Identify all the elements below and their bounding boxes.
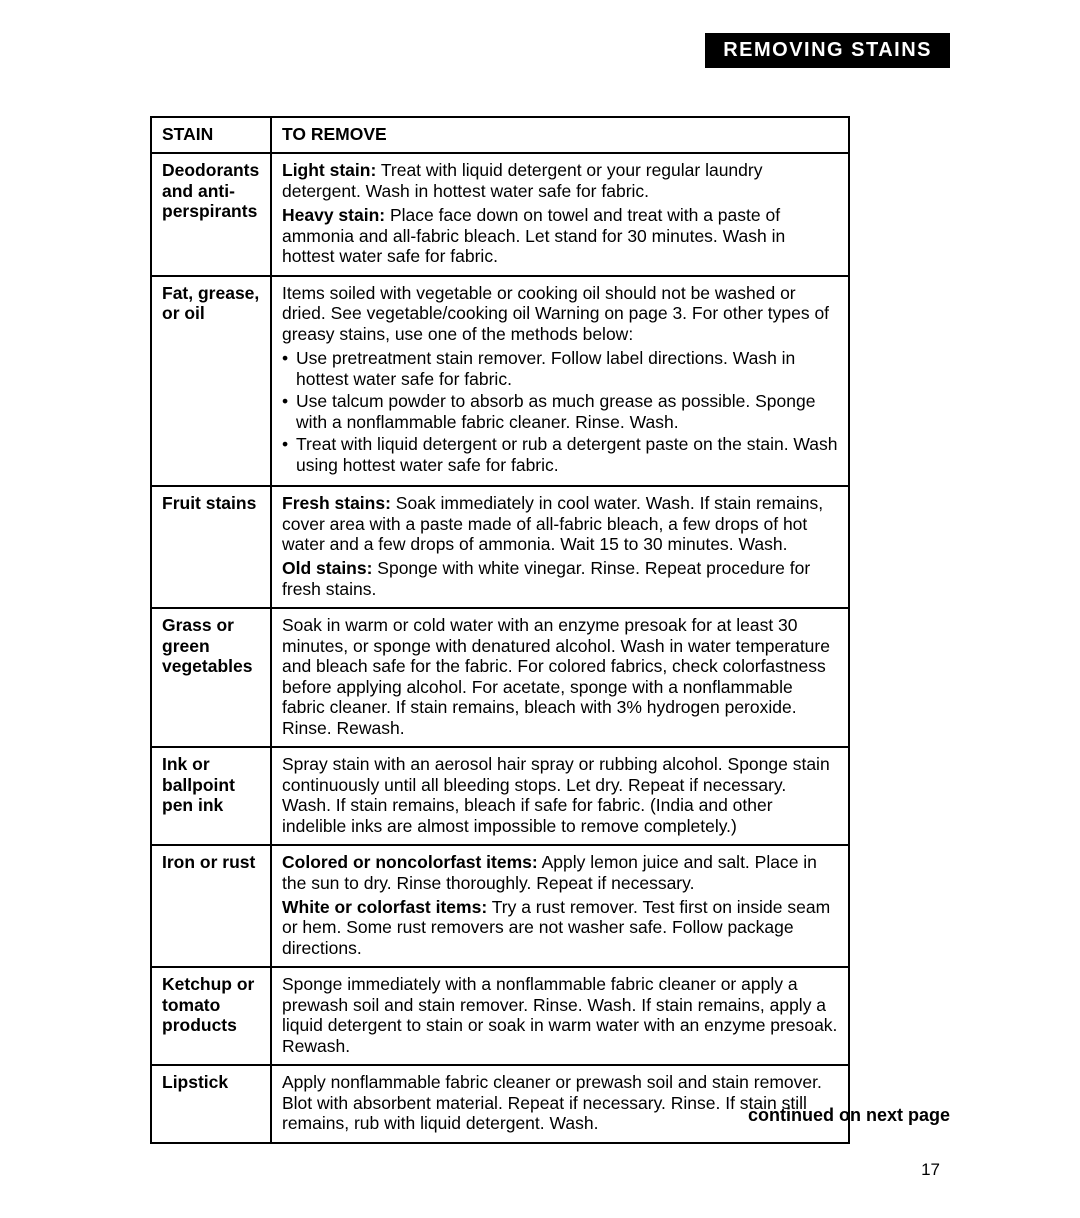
lead-label: White or colorfast items:: [282, 897, 487, 917]
instruction-para: Sponge immediately with a nonflammable f…: [282, 974, 838, 1056]
stain-cell: Ketchup or tomato products: [151, 967, 271, 1065]
remove-cell: Light stain: Treat with liquid detergent…: [271, 153, 849, 275]
table-row: Fat, grease, or oilItems soiled with veg…: [151, 276, 849, 486]
remove-cell: Spray stain with an aerosol hair spray o…: [271, 747, 849, 845]
bullet-item: Treat with liquid detergent or rub a det…: [282, 434, 838, 475]
table-row: LipstickApply nonflammable fabric cleane…: [151, 1065, 849, 1142]
instruction-text: Apply nonflammable fabric cleaner or pre…: [282, 1072, 822, 1133]
instruction-text: Sponge immediately with a nonflammable f…: [282, 974, 837, 1055]
instruction-para: Colored or noncolorfast items: Apply lem…: [282, 852, 838, 893]
lead-label: Old stains:: [282, 558, 372, 578]
table-row: Grass or green vegetablesSoak in warm or…: [151, 608, 849, 747]
lead-label: Heavy stain:: [282, 205, 385, 225]
stain-cell: Deodorants and anti-perspirants: [151, 153, 271, 275]
table-header-row: STAIN TO REMOVE: [151, 117, 849, 153]
stain-cell: Fat, grease, or oil: [151, 276, 271, 486]
instruction-para: Fresh stains: Soak immediately in cool w…: [282, 493, 838, 554]
table-row: Fruit stainsFresh stains: Soak immediate…: [151, 486, 849, 608]
instruction-para: Old stains: Sponge with white vinegar. R…: [282, 558, 838, 599]
instruction-text: Soak in warm or cold water with an enzym…: [282, 615, 830, 737]
stain-cell: Lipstick: [151, 1065, 271, 1142]
table-row: Ketchup or tomato productsSponge immedia…: [151, 967, 849, 1065]
col-remove-header: TO REMOVE: [271, 117, 849, 153]
stain-table: STAIN TO REMOVE Deodorants and anti-pers…: [150, 116, 850, 1144]
bullet-item: Use pretreatment stain remover. Follow l…: [282, 348, 838, 389]
section-header: REMOVING STAINS: [705, 33, 950, 68]
remove-cell: Apply nonflammable fabric cleaner or pre…: [271, 1065, 849, 1142]
continued-label: continued on next page: [748, 1105, 950, 1126]
page-number: 17: [921, 1160, 940, 1180]
stain-cell: Iron or rust: [151, 845, 271, 967]
instruction-text: Items soiled with vegetable or cooking o…: [282, 283, 829, 344]
instruction-para: Spray stain with an aerosol hair spray o…: [282, 754, 838, 836]
remove-cell: Sponge immediately with a nonflammable f…: [271, 967, 849, 1065]
stain-cell: Ink or ballpoint pen ink: [151, 747, 271, 845]
bullet-item: Use talcum powder to absorb as much grea…: [282, 391, 838, 432]
remove-cell: Soak in warm or cold water with an enzym…: [271, 608, 849, 747]
instruction-para: Items soiled with vegetable or cooking o…: [282, 283, 838, 344]
stain-table-wrap: STAIN TO REMOVE Deodorants and anti-pers…: [150, 116, 850, 1144]
table-row: Iron or rust Colored or noncolorfast item…: [151, 845, 849, 967]
stain-cell: Grass or green vegetables: [151, 608, 271, 747]
bullet-list: Use pretreatment stain remover. Follow l…: [282, 348, 838, 475]
lead-label: Light stain:: [282, 160, 376, 180]
page: REMOVING STAINS STAIN TO REMOVE Deodoran…: [0, 0, 1080, 1218]
lead-label: Colored or noncolorfast items:: [282, 852, 538, 872]
table-row: Ink or ballpoint pen inkSpray stain with…: [151, 747, 849, 845]
remove-cell: Fresh stains: Soak immediately in cool w…: [271, 486, 849, 608]
remove-cell: Colored or noncolorfast items: Apply lem…: [271, 845, 849, 967]
table-row: Deodorants and anti-perspirants Light sta…: [151, 153, 849, 275]
instruction-text: Spray stain with an aerosol hair spray o…: [282, 754, 830, 835]
col-stain-header: STAIN: [151, 117, 271, 153]
remove-cell: Items soiled with vegetable or cooking o…: [271, 276, 849, 486]
instruction-para: Light stain: Treat with liquid detergent…: [282, 160, 838, 201]
instruction-para: Heavy stain: Place face down on towel an…: [282, 205, 838, 266]
stain-cell: Fruit stains: [151, 486, 271, 608]
instruction-para: White or colorfast items: Try a rust rem…: [282, 897, 838, 958]
lead-label: Fresh stains:: [282, 493, 391, 513]
instruction-para: Soak in warm or cold water with an enzym…: [282, 615, 838, 738]
